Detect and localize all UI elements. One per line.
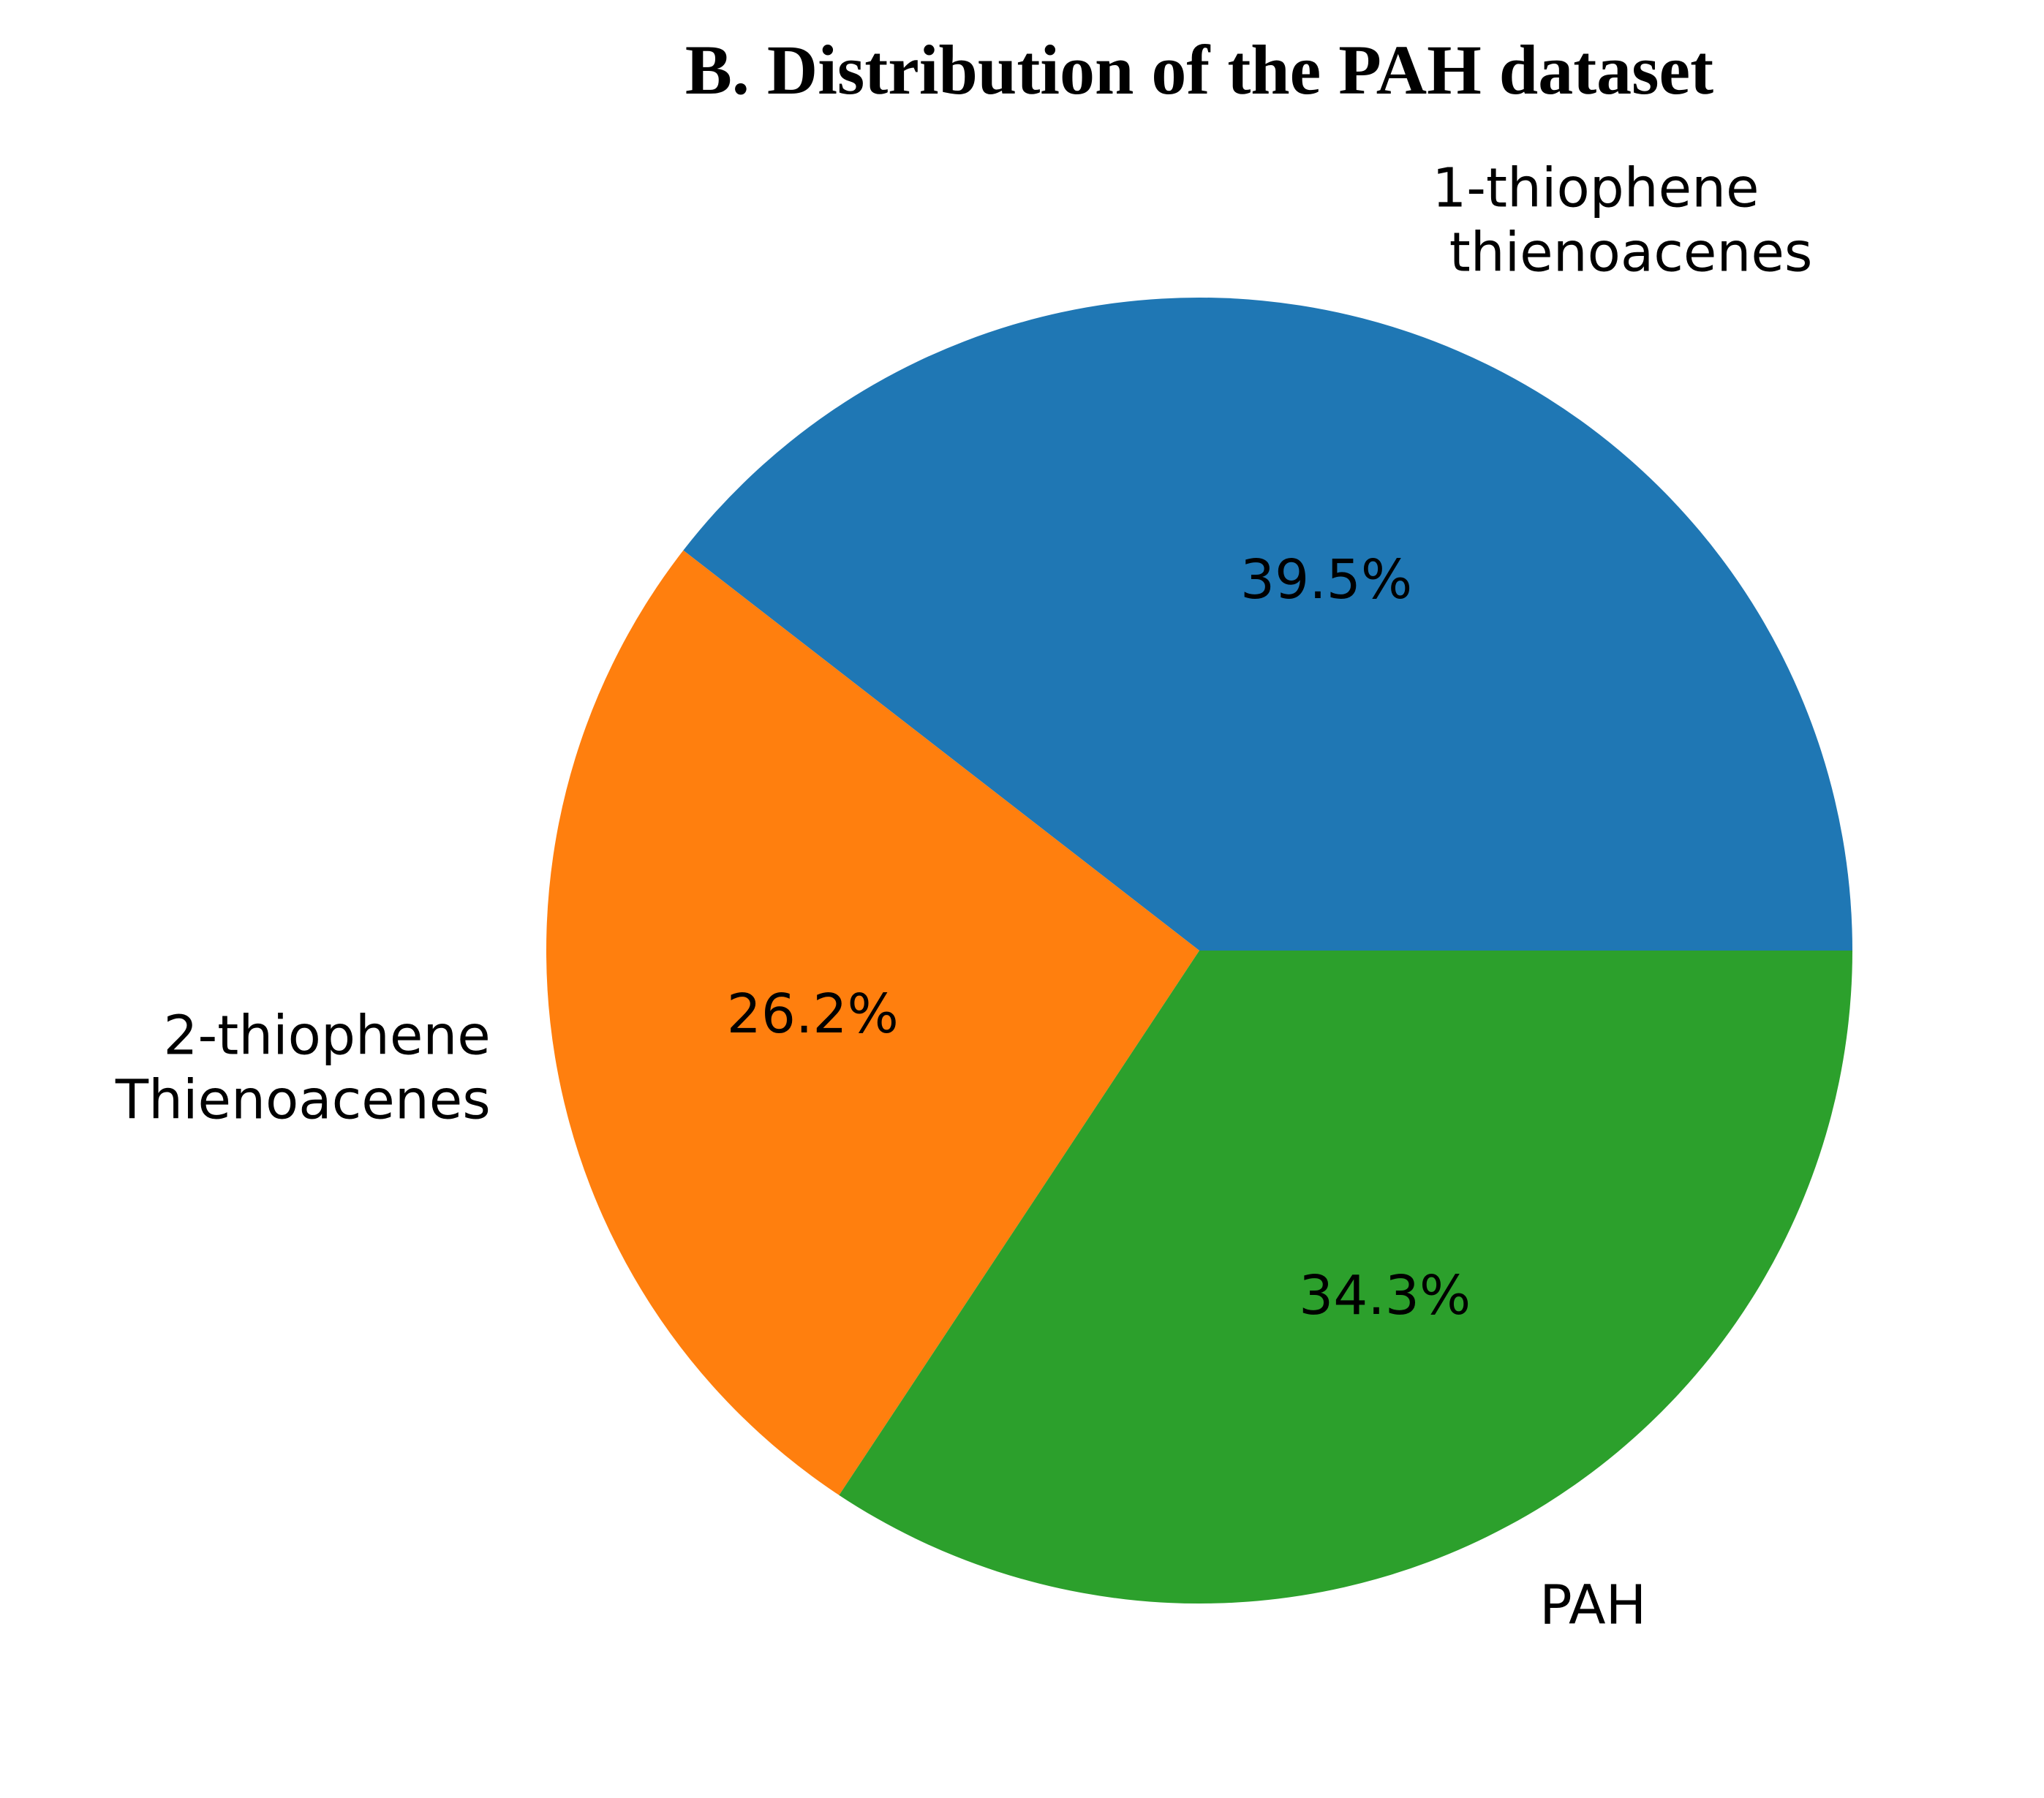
pie-category-label-3: PAH [1539,1574,1646,1637]
pie-slices [546,297,1852,1604]
pie-category-label-line: thienoacenes [1432,222,1812,284]
pie-percent-label-2: 26.2% [727,983,899,1046]
pie-percent-label-1: 39.5% [1240,548,1412,611]
pie-category-label-2: 2-thiophene Thienoacenes [115,1005,491,1132]
pie-category-labels: 1-thiophene thienoacenes 2-thiophene Thien… [115,157,1813,1637]
chart-title: B. Distribution of the PAH dataset [685,31,1713,109]
pie-slice-2 [546,550,1199,1495]
pie-category-label-line: PAH [1539,1574,1646,1637]
pie-category-label-line: 2-thiophene [163,1005,490,1068]
pie-category-label-1: 1-thiophene thienoacenes [1432,157,1812,284]
pie-percent-labels: 39.5% 26.2% 34.3% [727,548,1471,1327]
pie-slice-3 [839,951,1852,1604]
pie-category-label-line: Thienoacenes [115,1069,491,1132]
pie-percent-label-3: 34.3% [1299,1264,1471,1327]
pie-category-label-line: 1-thiophene [1432,157,1759,220]
pie-slice-1 [683,297,1852,951]
